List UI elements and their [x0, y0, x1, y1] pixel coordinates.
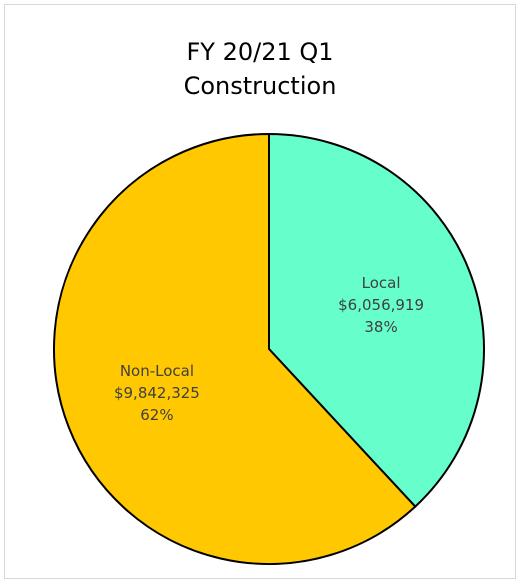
- chart-title-line-2: Construction: [183, 72, 337, 100]
- pie-slice-non-local: [53, 133, 417, 565]
- chart-title: FY 20/21 Q1 Construction: [5, 35, 515, 103]
- chart-title-line-1: FY 20/21 Q1: [186, 38, 334, 66]
- data-label-value: $6,056,919: [338, 296, 424, 314]
- data-label-percent: 62%: [140, 406, 173, 424]
- data-label-name: Non-Local: [120, 362, 194, 380]
- data-label-name: Local: [362, 274, 401, 292]
- data-label-local: Local $6,056,919 38%: [338, 274, 424, 336]
- data-label-percent: 38%: [364, 318, 397, 336]
- pie-slice-local: [268, 133, 485, 508]
- data-label-value: $9,842,325: [114, 384, 200, 402]
- data-label-non-local: Non-Local $9,842,325 62%: [114, 362, 200, 424]
